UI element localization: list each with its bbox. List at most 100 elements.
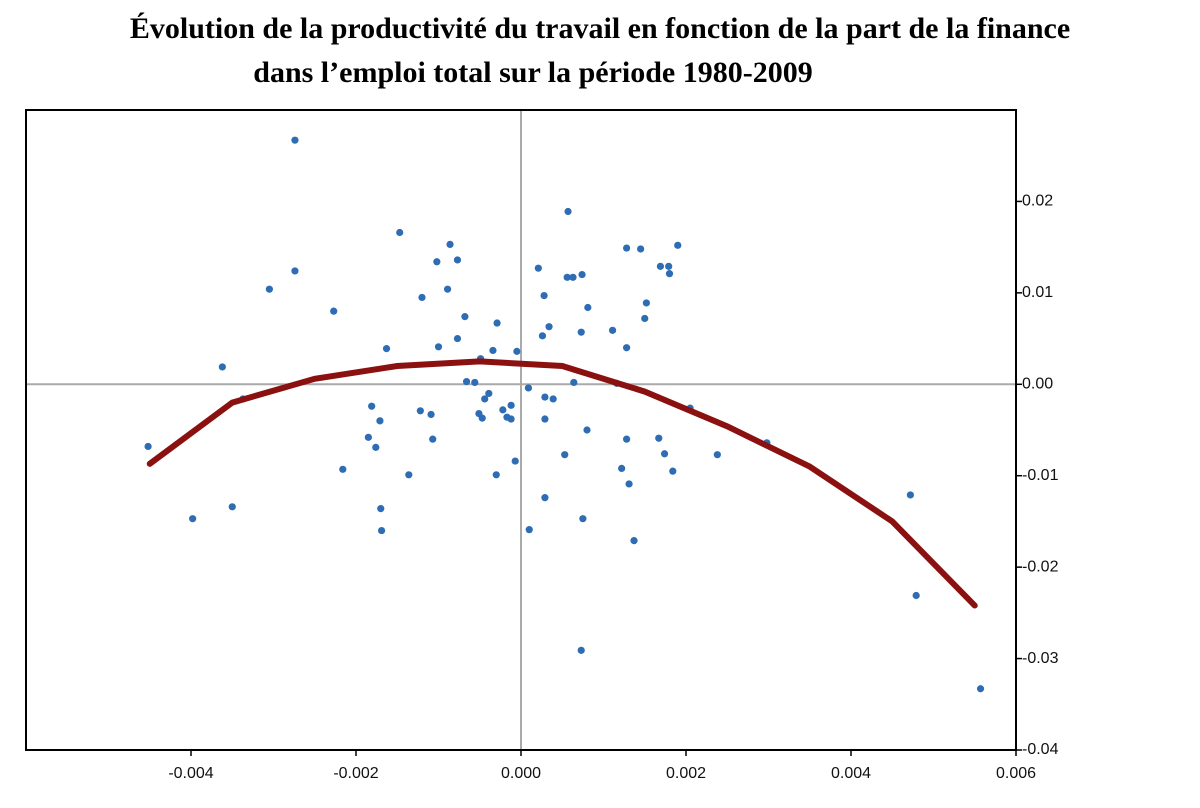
point: [577, 328, 585, 336]
y-tick-label: 0.00: [1022, 376, 1053, 393]
point: [485, 389, 493, 398]
point: [578, 270, 586, 279]
point: [499, 406, 507, 414]
y-tick-label: 0.01: [1022, 284, 1053, 301]
point: [218, 363, 226, 371]
point: [453, 334, 462, 343]
point: [429, 435, 437, 443]
point: [538, 332, 547, 340]
point: [665, 262, 673, 270]
point: [291, 267, 299, 275]
point: [513, 347, 521, 355]
point: [660, 450, 669, 458]
point: [189, 515, 197, 523]
chart-title: Évolution de la productivité du travail …: [130, 12, 1070, 45]
point: [618, 464, 626, 472]
fit-curve: [146, 358, 978, 609]
point: [339, 465, 347, 473]
point: [433, 258, 441, 266]
point: [564, 207, 572, 216]
point: [674, 241, 682, 249]
point: [906, 491, 915, 499]
x-tick-label: 0.004: [831, 765, 871, 782]
point: [507, 401, 515, 409]
point: [534, 264, 542, 272]
point: [570, 378, 578, 387]
point: [376, 417, 384, 425]
y-tick-label: -0.02: [1022, 558, 1059, 575]
point: [144, 442, 152, 451]
point: [377, 505, 385, 513]
point: [396, 228, 404, 237]
point: [462, 377, 471, 386]
point: [579, 515, 587, 523]
point: [655, 434, 663, 442]
x-tick-label: 0.006: [996, 765, 1036, 782]
point: [434, 343, 443, 351]
point: [625, 480, 633, 488]
point: [584, 303, 592, 312]
point: [446, 240, 454, 248]
point: [330, 307, 338, 315]
point: [511, 457, 519, 465]
point: [713, 451, 721, 459]
x-tick-label: -0.004: [168, 765, 213, 782]
point: [405, 471, 413, 479]
point: [608, 326, 617, 334]
point: [976, 685, 985, 693]
point: [507, 415, 515, 423]
point: [912, 591, 920, 600]
point: [291, 136, 299, 144]
point: [669, 467, 677, 475]
point: [524, 384, 533, 392]
point: [642, 299, 651, 307]
point: [540, 292, 548, 300]
y-tick-label: -0.01: [1022, 467, 1059, 484]
point: [471, 378, 479, 387]
point: [382, 345, 391, 353]
y-tick-label: 0.02: [1022, 193, 1053, 210]
point: [623, 435, 631, 443]
chart-title: dans l’emploi total sur la période 1980-…: [253, 56, 812, 89]
x-tick-label: 0.000: [501, 765, 541, 782]
point: [368, 402, 376, 410]
point: [545, 323, 553, 331]
point: [637, 245, 645, 253]
point: [364, 433, 372, 441]
point: [481, 395, 489, 403]
point: [569, 273, 577, 281]
point: [541, 415, 549, 423]
point: [443, 285, 452, 293]
point: [372, 443, 380, 451]
point: [461, 313, 469, 321]
plot-frame: [25, 109, 1017, 751]
point: [623, 344, 631, 352]
point: [265, 285, 273, 293]
point: [623, 244, 631, 252]
point: [492, 471, 500, 479]
point: [416, 407, 424, 415]
point: [561, 451, 569, 459]
y-tick-label: -0.03: [1022, 650, 1059, 667]
point: [583, 426, 591, 434]
point: [418, 293, 426, 302]
point: [525, 526, 533, 534]
point: [478, 414, 486, 422]
point: [541, 393, 549, 401]
point: [228, 503, 236, 511]
point: [427, 410, 435, 419]
point: [549, 395, 557, 403]
point: [493, 319, 501, 327]
y-tick-label: -0.04: [1022, 741, 1059, 758]
x-tick-label: -0.002: [333, 765, 378, 782]
point: [641, 314, 649, 323]
point: [577, 646, 585, 654]
point: [665, 270, 674, 278]
point: [489, 346, 497, 355]
point: [656, 262, 665, 270]
x-tick-label: 0.002: [666, 765, 706, 782]
point: [541, 494, 549, 502]
point: [630, 537, 638, 545]
